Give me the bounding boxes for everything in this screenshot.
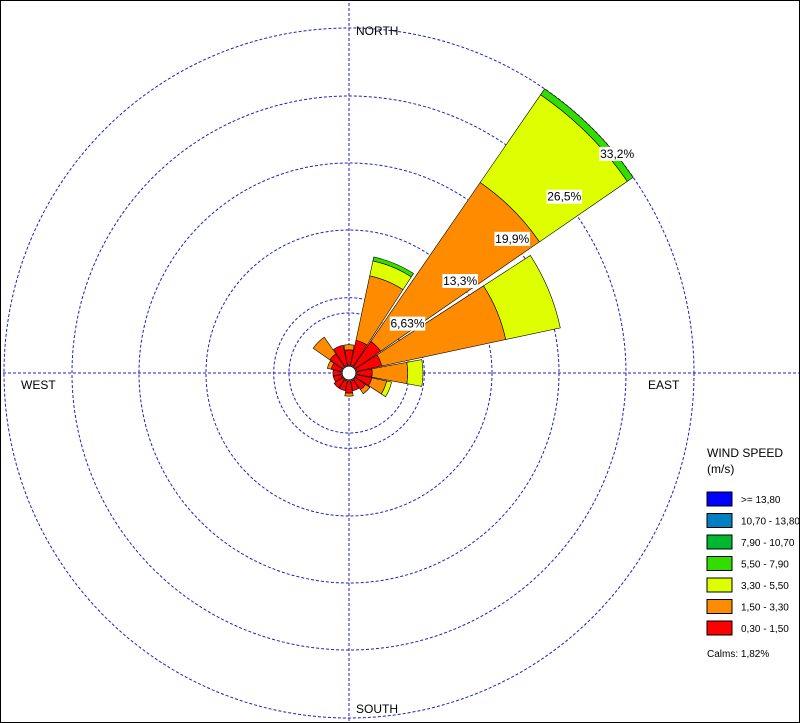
ring-label: 33,2% <box>600 147 634 161</box>
ring-label: 19,9% <box>495 232 529 246</box>
calm-circle <box>341 365 357 381</box>
legend-label: 0,30 - 1,50 <box>741 624 789 635</box>
petal-E-bin2 <box>406 359 424 387</box>
east-label: EAST <box>648 378 680 392</box>
legend-swatch <box>706 577 733 593</box>
ring-label-bg <box>389 316 426 331</box>
legend-label: 1,50 - 3,30 <box>741 603 789 614</box>
ring-label-bg <box>442 274 478 289</box>
petal-S-bin1 <box>344 392 354 397</box>
petal-WNW-bin1 <box>326 360 335 370</box>
north-label: NORTH <box>356 24 398 38</box>
petal-WSW-bin0 <box>332 374 343 383</box>
ring-label-bg <box>599 146 635 161</box>
ring-label: 26,5% <box>547 190 581 204</box>
west-label: WEST <box>21 378 56 392</box>
petal-SE-bin1 <box>360 384 371 395</box>
petal-NW-bin1 <box>312 336 337 361</box>
legend: WIND SPEED (m/s) >= 13,80 10,70 - 13,80 7,… <box>706 446 800 660</box>
legend-title: WIND SPEED <box>707 446 783 460</box>
petal-NNW-bin0 <box>333 344 348 367</box>
grid-ring <box>205 229 493 517</box>
ring-label: 6,63% <box>391 317 425 331</box>
direction-axes <box>3 3 799 722</box>
petals <box>312 88 634 398</box>
ring-labels: 6,63% 13,3% 19,9% 26,5% 33,2% <box>389 146 635 331</box>
petal-SSW-bin0 <box>338 379 348 392</box>
legend-swatch <box>706 491 733 507</box>
petal-N-bin1 <box>343 344 355 351</box>
petal-SSE-bin0 <box>350 379 360 392</box>
ring-label: 13,3% <box>443 274 477 288</box>
legend-label: 10,70 - 13,80 <box>741 517 800 528</box>
south-label: SOUTH <box>356 702 398 716</box>
legend-swatch <box>706 556 733 571</box>
legend-swatch <box>706 620 733 636</box>
legend-label: 7,90 - 10,70 <box>741 538 795 549</box>
petal-ENE-bin2 <box>483 255 561 340</box>
calms-label: Calms: 1,82% <box>707 649 769 660</box>
ring-label-bg <box>546 189 583 204</box>
ring-label-bg <box>494 231 530 246</box>
petal-ESE-bin2 <box>380 380 392 398</box>
legend-label: 5,50 - 7,90 <box>741 560 789 571</box>
petal-W-bin0 <box>332 369 342 377</box>
legend-items: >= 13,80 10,70 - 13,80 7,90 - 10,70 5,50 - … <box>706 491 800 636</box>
legend-swatch <box>706 534 733 550</box>
legend-swatch <box>706 513 733 528</box>
legend-swatch <box>706 599 733 614</box>
legend-label: 3,30 - 5,50 <box>741 581 789 592</box>
legend-units: (m/s) <box>707 462 734 476</box>
legend-label: >= 13,80 <box>741 495 781 506</box>
petal-SW-bin0 <box>333 377 345 389</box>
petal-NNE-bin3 <box>372 256 414 278</box>
direction-labels: NORTH EAST SOUTH WEST <box>21 24 680 716</box>
